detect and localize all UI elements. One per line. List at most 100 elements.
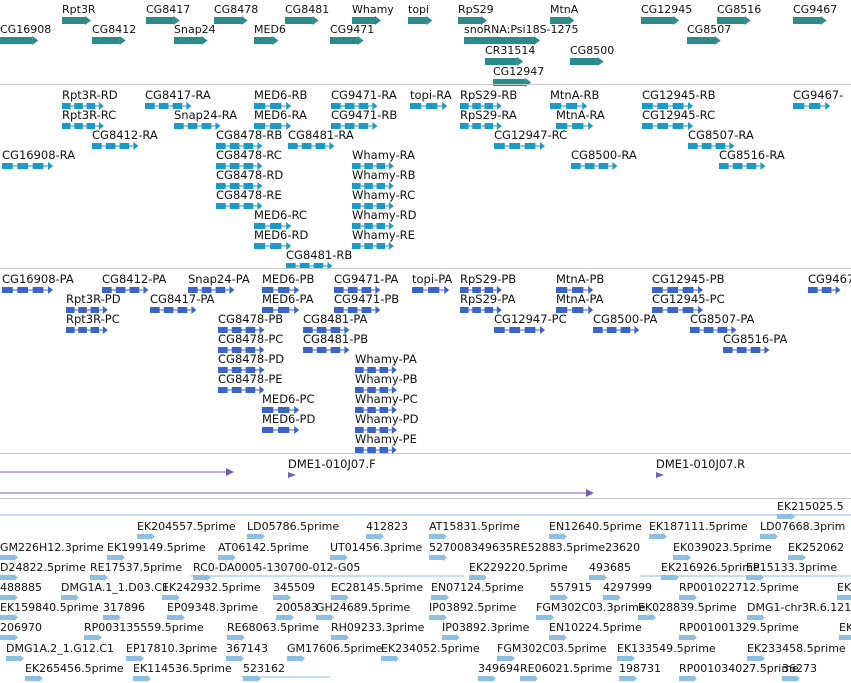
est-feature-glyph[interactable] [133, 675, 151, 682]
transcript-feature-label[interactable]: Whamy-RC [352, 188, 416, 202]
protein-feature-label[interactable]: CG12945-PC [652, 292, 725, 306]
est-feature-glyph[interactable] [0, 594, 18, 601]
est-feature-glyph[interactable] [287, 655, 305, 662]
est-feature-label[interactable]: EN12640.5prime [549, 520, 642, 533]
est-feature-label[interactable]: D24822.5prime [0, 561, 87, 574]
transcript-feature-label[interactable]: CG8412-RA [92, 128, 158, 142]
est-feature-label[interactable]: LD07668.3prim [760, 520, 846, 533]
est-feature-label[interactable]: EK039023.5prime [673, 541, 772, 554]
gene-feature-glyph[interactable] [174, 36, 208, 45]
est-feature-glyph[interactable] [536, 614, 554, 621]
est-feature-label[interactable]: RC0-DA0005-130700-012-G05 [193, 561, 361, 574]
protein-feature-label[interactable]: MED6-PD [262, 412, 316, 426]
est-feature-label[interactable]: LD05786.5prime [247, 520, 340, 533]
est-feature-label[interactable]: 527008349635RE52883.5prime23620 [429, 541, 641, 554]
protein-feature-glyph[interactable] [102, 286, 149, 294]
protein-feature-label[interactable]: MED6-PC [262, 392, 315, 406]
gene-feature-label[interactable]: CG8481 [285, 3, 330, 16]
gene-feature-glyph[interactable] [687, 36, 721, 45]
est-feature-label[interactable]: EP15133.3prime [746, 561, 838, 574]
transcript-feature-label[interactable]: MED6-RD [254, 228, 309, 242]
protein-feature-glyph[interactable] [218, 366, 265, 374]
est-feature-label[interactable]: EP17810.3prime [126, 642, 218, 655]
est-feature-label[interactable]: 4297999 [603, 581, 652, 594]
protein-feature-label[interactable]: CG12947-PC [494, 312, 567, 326]
protein-feature-glyph[interactable] [334, 286, 381, 294]
transcript-feature-glyph[interactable] [352, 242, 394, 250]
protein-feature-label[interactable]: CG8500-PA [593, 312, 658, 326]
est-feature-label[interactable]: IP03892.5prime [429, 601, 517, 614]
protein-feature-glyph[interactable] [218, 326, 265, 334]
transcript-feature-label[interactable]: MED6-RB [254, 88, 308, 102]
est-feature-glyph[interactable] [366, 533, 384, 540]
est-feature-glyph[interactable] [497, 655, 515, 662]
est-feature-label[interactable]: EK215025.5 [777, 500, 844, 513]
est-feature-glyph[interactable] [126, 655, 144, 662]
transcript-feature-glyph[interactable] [352, 162, 394, 170]
est-feature-label[interactable]: EC28145.5prime [331, 581, 424, 594]
transcript-feature-label[interactable]: CG12945-RC [642, 108, 716, 122]
clone-feature-label[interactable]: DME1-010J07.R [656, 457, 746, 471]
est-feature-glyph[interactable] [549, 533, 567, 540]
est-feature-glyph[interactable] [90, 574, 108, 581]
protein-feature-label[interactable]: CG8478-PE [218, 372, 283, 386]
est-feature-glyph[interactable] [6, 655, 24, 662]
transcript-feature-label[interactable]: CG8478-RE [216, 188, 282, 202]
transcript-feature-label[interactable]: Rpt3R-RC [62, 108, 117, 122]
transcript-feature-label[interactable]: topi-RA [410, 88, 452, 102]
gene-feature-glyph[interactable] [458, 16, 487, 25]
gene-feature-glyph[interactable] [493, 78, 532, 87]
est-feature-label[interactable]: EN07124.5prime [431, 581, 524, 594]
transcript-feature-glyph[interactable] [145, 102, 192, 110]
transcript-feature-glyph[interactable] [288, 142, 335, 150]
est-feature-glyph[interactable] [330, 554, 348, 561]
transcript-feature-label[interactable]: MED6-RA [254, 108, 307, 122]
protein-feature-label[interactable]: Whamy-PE [355, 432, 417, 446]
est-feature-label[interactable]: 317896 [103, 601, 145, 614]
est-feature-glyph[interactable] [0, 614, 18, 621]
protein-feature-label[interactable]: CG8507-PA [690, 312, 755, 326]
gene-feature-glyph[interactable] [0, 36, 39, 45]
protein-feature-glyph[interactable] [218, 346, 265, 354]
protein-feature-glyph[interactable] [355, 386, 397, 394]
protein-feature-glyph[interactable] [218, 386, 265, 394]
gene-feature-glyph[interactable] [62, 16, 91, 25]
gene-feature-glyph[interactable] [641, 16, 680, 25]
protein-feature-label[interactable]: Whamy-PA [355, 352, 417, 366]
transcript-feature-glyph[interactable] [460, 122, 502, 130]
transcript-feature-glyph[interactable] [331, 122, 378, 130]
gene-feature-label[interactable]: CG8500 [570, 44, 615, 57]
transcript-feature-glyph[interactable] [254, 102, 292, 110]
protein-feature-glyph[interactable] [460, 286, 502, 294]
gene-feature-glyph[interactable] [285, 16, 319, 25]
est-feature-glyph[interactable] [679, 675, 697, 682]
transcript-feature-label[interactable]: MtnA-RB [550, 88, 600, 102]
protein-feature-label[interactable]: topi-PA [412, 272, 453, 286]
est-feature-label[interactable]: DMG1-chr3R.6.121 [747, 601, 851, 614]
est-feature-glyph[interactable] [227, 634, 245, 641]
est-feature-glyph[interactable] [218, 554, 236, 561]
transcript-feature-glyph[interactable] [62, 102, 104, 110]
est-feature-label[interactable]: EK204557.5prime [137, 520, 236, 533]
est-feature-label[interactable]: AT06142.5prime [218, 541, 309, 554]
est-feature-glyph[interactable] [193, 574, 211, 581]
gene-feature-glyph[interactable] [570, 57, 604, 66]
transcript-feature-label[interactable]: CG12945-RB [642, 88, 716, 102]
est-feature-label[interactable]: 345509 [273, 581, 315, 594]
est-feature-glyph[interactable] [782, 675, 800, 682]
protein-feature-glyph[interactable] [355, 406, 397, 414]
transcript-feature-label[interactable]: Whamy-RD [352, 208, 417, 222]
est-feature-glyph[interactable] [25, 675, 43, 682]
protein-feature-glyph[interactable] [808, 286, 841, 294]
transcript-feature-label[interactable]: CG8478-RC [216, 148, 282, 162]
est-feature-glyph[interactable] [331, 594, 349, 601]
est-feature-glyph[interactable] [0, 634, 18, 641]
gene-feature-label[interactable]: RpS29 [458, 3, 494, 16]
transcript-feature-label[interactable]: CG8500-RA [571, 148, 637, 162]
protein-feature-glyph[interactable] [262, 306, 300, 314]
est-feature-label[interactable]: 523162 [243, 662, 285, 675]
est-feature-label[interactable]: 349694 [478, 662, 520, 675]
est-feature-glyph[interactable] [839, 634, 851, 641]
est-feature-label[interactable]: EK159840.5prime [0, 601, 99, 614]
